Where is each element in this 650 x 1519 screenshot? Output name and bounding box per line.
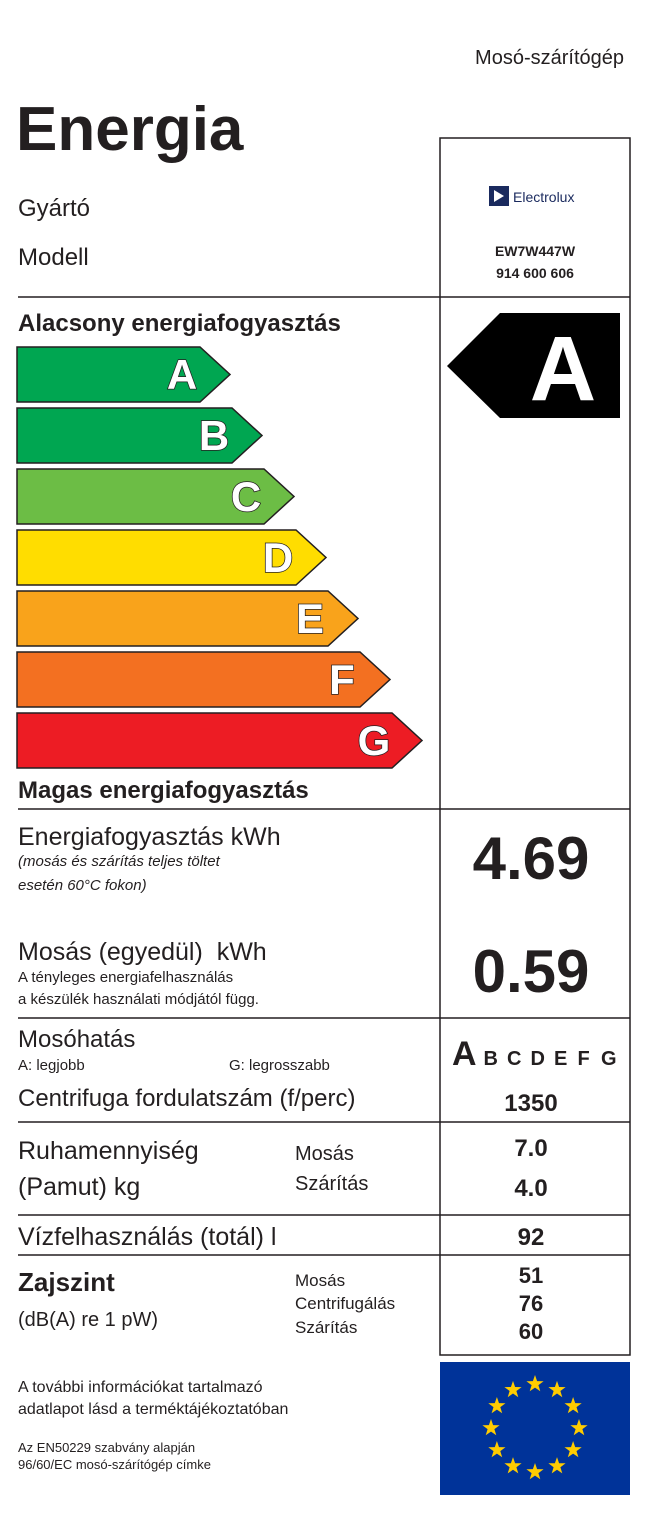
eu-star [564, 1397, 582, 1414]
eu-star [488, 1441, 506, 1458]
rating-letter: A [530, 318, 596, 420]
manufacturer: Electrolux [513, 189, 574, 205]
washing-scale-letter: E [554, 1048, 567, 1070]
eu-star [570, 1419, 588, 1436]
capacity-row-label: Mosás [295, 1143, 354, 1165]
capacity-label: Ruhamennyiség [18, 1137, 199, 1165]
energy-class-letter: A [167, 351, 197, 398]
wash-energy-value: 0.59 [473, 938, 590, 1005]
noise-value: 76 [519, 1291, 543, 1316]
eu-star [482, 1419, 500, 1436]
water-label: Vízfelhasználás (totál) l [18, 1223, 276, 1251]
model-label: Modell [18, 244, 89, 271]
right-column-frame [439, 137, 631, 1356]
washing-scale-letter: D [531, 1048, 545, 1070]
footer-info: adatlapot lásd a terméktájékoztatóban [18, 1401, 288, 1418]
footer-info: A további információkat tartalmazó [18, 1379, 263, 1396]
noise-unit: (dB(A) re 1 pW) [18, 1309, 158, 1331]
eu-star [564, 1441, 582, 1458]
capacity-value: 4.0 [514, 1175, 547, 1202]
energy-bar [16, 529, 328, 586]
energy-bar [16, 651, 392, 708]
noise-row-label: Szárítás [295, 1318, 357, 1337]
noise-row-label: Mosás [295, 1271, 345, 1290]
model: EW7W447W [495, 243, 576, 259]
footer-standard: 96/60/EC mosó-szárítógép címke [18, 1457, 211, 1472]
energy-bar [16, 468, 296, 525]
noise-label: Zajszint [18, 1267, 115, 1297]
eu-star [504, 1380, 522, 1398]
washing-scale-letter: C [507, 1048, 521, 1070]
energy-class-letter: C [231, 473, 261, 520]
capacity-label: (Pamut) kg [18, 1173, 140, 1201]
washing-performance-label: Mosóhatás [18, 1026, 135, 1053]
logo-mark [494, 190, 504, 202]
eu-star [548, 1380, 566, 1398]
noise-row-label: Centrifugálás [295, 1294, 395, 1313]
wash-energy-note: A tényleges energiafelhasználás [18, 969, 233, 986]
eu-star [526, 1463, 544, 1480]
energy-class-letter: D [263, 534, 293, 581]
eu-star [504, 1457, 522, 1474]
noise-value: 60 [519, 1319, 543, 1344]
energy-bar [16, 590, 360, 647]
wash-energy-note: a készülék használati módjától függ. [18, 991, 259, 1008]
best-note: A: legjobb [18, 1057, 85, 1074]
brand-logo: Electrolux [489, 186, 574, 206]
product-type: Mosó-szárítógép [475, 47, 624, 69]
energy-class-letter: G [358, 717, 391, 764]
energy-note: esetén 60°C fokon) [18, 877, 147, 894]
rating-arrow [447, 313, 620, 418]
high-consumption-label: Magas energiafogyasztás [18, 777, 309, 804]
washing-scale-letter: G [601, 1048, 617, 1070]
energy-label: Energiafogyasztás kWh [18, 823, 281, 851]
spin-value: 1350 [504, 1090, 557, 1117]
manufacturer-label: Gyártó [18, 195, 90, 222]
eu-star [548, 1457, 566, 1474]
product-number: 914 600 606 [496, 265, 574, 281]
capacity-value: 7.0 [514, 1135, 547, 1162]
worst-note: G: legrosszabb [229, 1057, 330, 1074]
energy-class-letter: B [199, 412, 229, 459]
washing-scale-letter: A [452, 1035, 477, 1073]
washing-scale-letter: F [578, 1048, 590, 1070]
energy-bar [16, 407, 264, 464]
low-consumption-label: Alacsony energiafogyasztás [18, 310, 341, 337]
water-value: 92 [518, 1224, 545, 1251]
title: Energia [16, 95, 244, 164]
washing-scale-letter: B [484, 1048, 498, 1070]
energy-value: 4.69 [473, 825, 590, 892]
noise-value: 51 [519, 1263, 543, 1288]
energy-note: (mosás és szárítás teljes töltet [18, 853, 221, 870]
wash-energy-label: Mosás (egyedül) kWh [18, 938, 267, 966]
energy-bar [16, 346, 232, 403]
capacity-row-label: Szárítás [295, 1173, 368, 1195]
eu-stars [482, 1375, 588, 1480]
eu-star [488, 1397, 506, 1414]
energy-class-letter: F [329, 656, 355, 703]
energy-class-letter: E [296, 595, 324, 642]
energy-bar [16, 712, 424, 769]
footer-standard: Az EN50229 szabvány alapján [18, 1440, 195, 1455]
spin-label: Centrifuga fordulatszám (f/perc) [18, 1085, 355, 1112]
eu-star [526, 1375, 544, 1392]
